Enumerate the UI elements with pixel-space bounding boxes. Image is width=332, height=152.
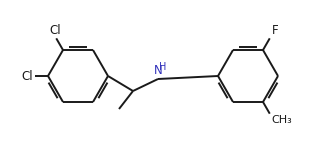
Text: N: N [154, 64, 162, 77]
Text: F: F [272, 24, 278, 37]
Text: H: H [159, 62, 166, 72]
Text: CH₃: CH₃ [272, 115, 292, 125]
Text: Cl: Cl [21, 69, 33, 83]
Text: Cl: Cl [49, 24, 61, 37]
